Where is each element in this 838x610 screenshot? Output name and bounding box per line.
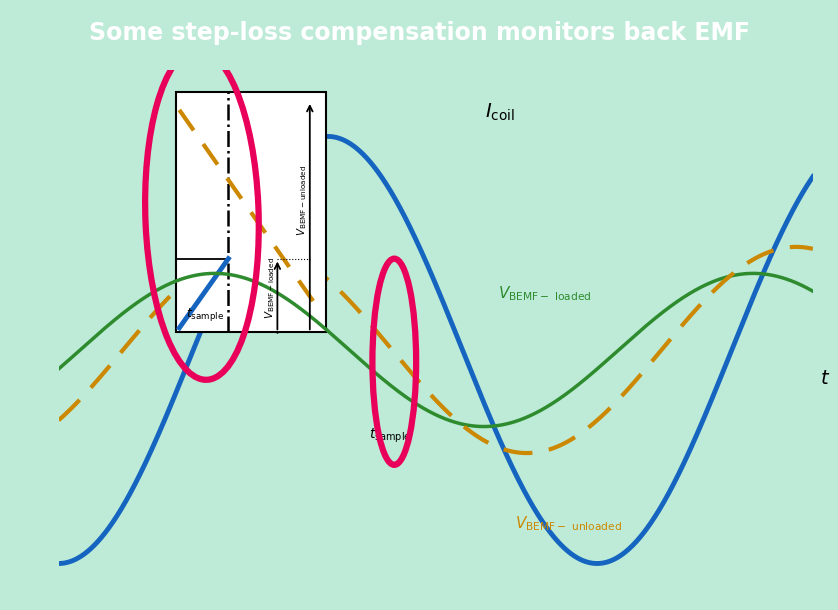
Bar	[176, 92, 327, 332]
Text: $I_{\mathrm{coil}}$: $I_{\mathrm{coil}}$	[485, 102, 515, 123]
Text: $V_{\mathrm{BEMF}-\mathrm{loaded}}$: $V_{\mathrm{BEMF}-\mathrm{loaded}}$	[263, 257, 277, 319]
Text: $V_{\mathrm{BEMF}-\mathrm{\ loaded}}$: $V_{\mathrm{BEMF}-\mathrm{\ loaded}}$	[498, 285, 592, 303]
Text: $V_{\mathrm{BEMF}-\mathrm{unloaded}}$: $V_{\mathrm{BEMF}-\mathrm{unloaded}}$	[295, 165, 309, 236]
Text: $V_{\mathrm{BEMF}-\mathrm{\ unloaded}}$: $V_{\mathrm{BEMF}-\mathrm{\ unloaded}}$	[515, 514, 622, 533]
Text: t: t	[820, 369, 828, 388]
Text: $t_{\mathrm{sample}}$: $t_{\mathrm{sample}}$	[370, 426, 411, 445]
Text: Some step-loss compensation monitors back EMF: Some step-loss compensation monitors bac…	[89, 21, 749, 45]
Text: $t_{\mathrm{sample}}$: $t_{\mathrm{sample}}$	[185, 306, 224, 323]
